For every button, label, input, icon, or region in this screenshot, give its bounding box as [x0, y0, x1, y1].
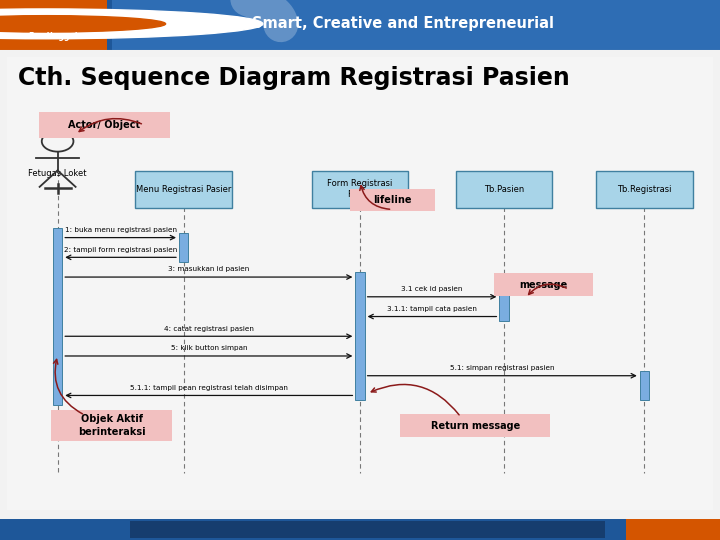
Circle shape [0, 16, 166, 32]
FancyBboxPatch shape [350, 189, 435, 211]
FancyBboxPatch shape [312, 171, 408, 208]
Text: 3: masukkan id pasien: 3: masukkan id pasien [168, 266, 249, 272]
Text: 3.1.1: tampil cata pasien: 3.1.1: tampil cata pasien [387, 306, 477, 312]
Text: Tb.Pasien: Tb.Pasien [484, 185, 524, 194]
FancyBboxPatch shape [53, 228, 62, 405]
FancyBboxPatch shape [356, 272, 364, 400]
Bar [130, 521, 605, 538]
Text: Menu Registrasi Pasier: Menu Registrasi Pasier [136, 185, 231, 194]
Text: message: message [519, 280, 568, 289]
Text: 3.1 cek id pasien: 3.1 cek id pasien [401, 286, 463, 292]
FancyBboxPatch shape [135, 171, 232, 208]
FancyBboxPatch shape [179, 233, 189, 262]
FancyBboxPatch shape [500, 292, 508, 321]
FancyBboxPatch shape [640, 371, 649, 400]
Bar [112, 0, 720, 50]
Text: lifeline: lifeline [373, 195, 412, 205]
FancyBboxPatch shape [51, 409, 172, 442]
FancyBboxPatch shape [456, 171, 552, 208]
FancyBboxPatch shape [596, 171, 693, 208]
Bar [626, 519, 720, 540]
FancyBboxPatch shape [494, 273, 593, 296]
FancyBboxPatch shape [400, 414, 550, 437]
Text: Tb.Registrasi: Tb.Registrasi [617, 185, 672, 194]
Bar [0, 0, 107, 50]
Text: 2: tampil form registrasi pasien: 2: tampil form registrasi pasien [64, 247, 177, 253]
Text: 5.1.1: tampil pean registrasi telah disimpan: 5.1.1: tampil pean registrasi telah disi… [130, 385, 288, 391]
Text: Cth. Sequence Diagram Registrasi Pasien: Cth. Sequence Diagram Registrasi Pasien [18, 66, 570, 90]
Text: 5.1: simpan registrasi pasien: 5.1: simpan registrasi pasien [450, 365, 554, 371]
Text: Actor/ Object: Actor/ Object [68, 120, 140, 130]
Text: Return message: Return message [431, 421, 520, 430]
Text: Fetugas Loket: Fetugas Loket [28, 170, 87, 179]
Text: 4: catat registrasi pasien: 4: catat registrasi pasien [164, 326, 253, 332]
Text: Smart, Creative and Entrepreneurial: Smart, Creative and Entrepreneurial [252, 16, 554, 31]
Text: 1: buka menu registrasi pasien: 1: buka menu registrasi pasien [65, 227, 176, 233]
FancyBboxPatch shape [39, 112, 171, 138]
Text: Esa Unggul: Esa Unggul [29, 32, 78, 40]
Text: Objek Aktif
berinteraksi: Objek Aktif berinteraksi [78, 414, 145, 437]
Text: Form Registrasi
Fasien: Form Registrasi Fasien [328, 179, 392, 199]
Text: 5: klik button simpan: 5: klik button simpan [171, 345, 247, 352]
Circle shape [0, 9, 263, 39]
